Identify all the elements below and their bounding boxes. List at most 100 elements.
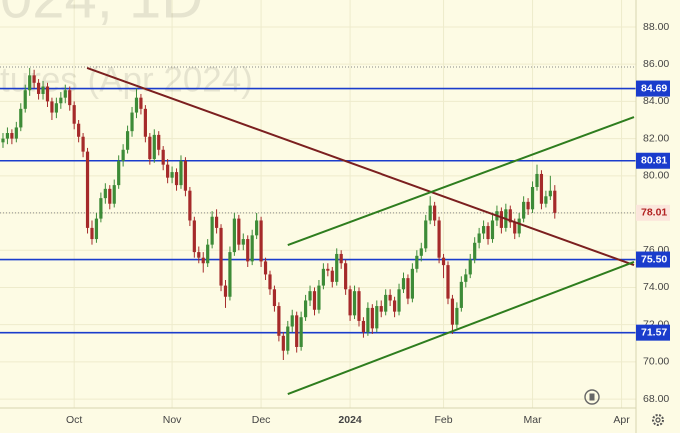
trend-line xyxy=(287,116,635,246)
y-tick-label: 70.00 xyxy=(643,356,669,368)
candle-body xyxy=(437,220,441,258)
candle-body xyxy=(72,105,76,124)
candle-body xyxy=(295,315,299,347)
candle-body xyxy=(36,82,41,94)
candle-body xyxy=(143,108,147,137)
candle-body xyxy=(157,134,161,150)
watermark-symbol: 024, 1D xyxy=(0,0,203,30)
y-tick-label: 74.00 xyxy=(643,281,669,293)
candle-body xyxy=(513,222,517,234)
candle-body xyxy=(357,291,361,321)
candle-body xyxy=(19,108,23,128)
x-tick-label: Nov xyxy=(163,414,182,426)
candle-body xyxy=(522,201,526,219)
candle-body xyxy=(339,253,343,264)
icon-circle[interactable] xyxy=(584,389,600,405)
x-tick-label: Mar xyxy=(523,414,542,426)
candle-body xyxy=(45,86,50,102)
y-tick-label: 88.00 xyxy=(643,21,669,33)
candle-body xyxy=(148,136,152,160)
candle-body xyxy=(5,133,10,139)
candle-body xyxy=(477,233,481,243)
candle-body xyxy=(152,134,156,160)
candle-body xyxy=(499,211,503,228)
settings-icon[interactable] xyxy=(652,414,664,426)
candle-body xyxy=(183,160,188,191)
candle-body xyxy=(459,281,463,308)
candle-body xyxy=(50,101,54,113)
candle-body xyxy=(103,188,107,199)
candle-body xyxy=(526,201,530,210)
candle-body xyxy=(10,133,14,139)
trend-line xyxy=(287,261,635,395)
candle-body xyxy=(255,220,259,236)
candle-body xyxy=(77,123,81,137)
candle-body xyxy=(214,216,219,228)
candle-body xyxy=(174,172,179,186)
gear-hub[interactable] xyxy=(655,417,661,423)
candle-body xyxy=(59,97,63,104)
candle-body xyxy=(450,298,455,325)
candle-body xyxy=(268,274,272,290)
candle-body xyxy=(28,75,32,91)
candle-body xyxy=(206,244,210,264)
candle-body xyxy=(232,218,236,253)
x-tick-label: Feb xyxy=(434,414,452,426)
candle-body xyxy=(384,294,388,312)
candle-body xyxy=(330,270,334,282)
candle-body xyxy=(170,172,174,178)
candle-body xyxy=(415,255,419,269)
icon-glyph[interactable] xyxy=(589,393,595,401)
candle-body xyxy=(277,306,281,336)
x-tick-label: Apr xyxy=(613,414,630,426)
price-line-label: 71.57 xyxy=(641,326,667,338)
candle-body xyxy=(361,320,366,333)
lines xyxy=(0,66,636,334)
candle-body xyxy=(85,151,90,228)
candle-body xyxy=(366,307,370,333)
candle-body xyxy=(490,220,495,240)
price-line-box xyxy=(636,152,670,169)
icon-ring[interactable] xyxy=(584,389,600,405)
candle-body xyxy=(241,239,245,245)
candle-body xyxy=(548,190,552,197)
candle-body xyxy=(263,261,268,275)
candle-body xyxy=(1,138,5,143)
candle-body xyxy=(192,220,196,253)
candle-body xyxy=(468,259,472,275)
candle-body xyxy=(246,239,250,262)
x-tick-label: 2024 xyxy=(338,414,362,426)
candle-body xyxy=(54,103,58,113)
candle-body xyxy=(121,149,125,161)
y-tick-label: 68.00 xyxy=(643,393,669,405)
candle-body xyxy=(250,235,254,262)
candle-body xyxy=(23,90,27,109)
candle-body xyxy=(370,307,374,329)
candles xyxy=(1,67,557,360)
candle-body xyxy=(166,164,170,178)
candle-body xyxy=(428,205,432,221)
candle-body xyxy=(539,173,544,204)
trend-lines xyxy=(86,66,635,395)
candle-body xyxy=(401,278,406,290)
last-price-label: 78.01 xyxy=(641,207,667,219)
candle-body xyxy=(419,248,423,256)
candle-body xyxy=(108,188,112,204)
candle-body xyxy=(348,289,352,316)
candle-body xyxy=(410,268,414,299)
price-line-box xyxy=(636,324,670,341)
candle-body xyxy=(441,257,446,266)
gear[interactable] xyxy=(652,414,664,426)
price-line-box xyxy=(636,80,670,97)
candle-body xyxy=(397,289,401,312)
candle-body xyxy=(486,226,490,240)
candle-body xyxy=(530,186,535,210)
candle-body xyxy=(553,190,557,213)
candle-body xyxy=(352,291,357,316)
candle-body xyxy=(392,300,397,312)
x-tick-label: Dec xyxy=(252,414,271,426)
candle-body xyxy=(201,257,205,264)
candle-body xyxy=(317,285,321,310)
candle-body xyxy=(63,90,67,98)
